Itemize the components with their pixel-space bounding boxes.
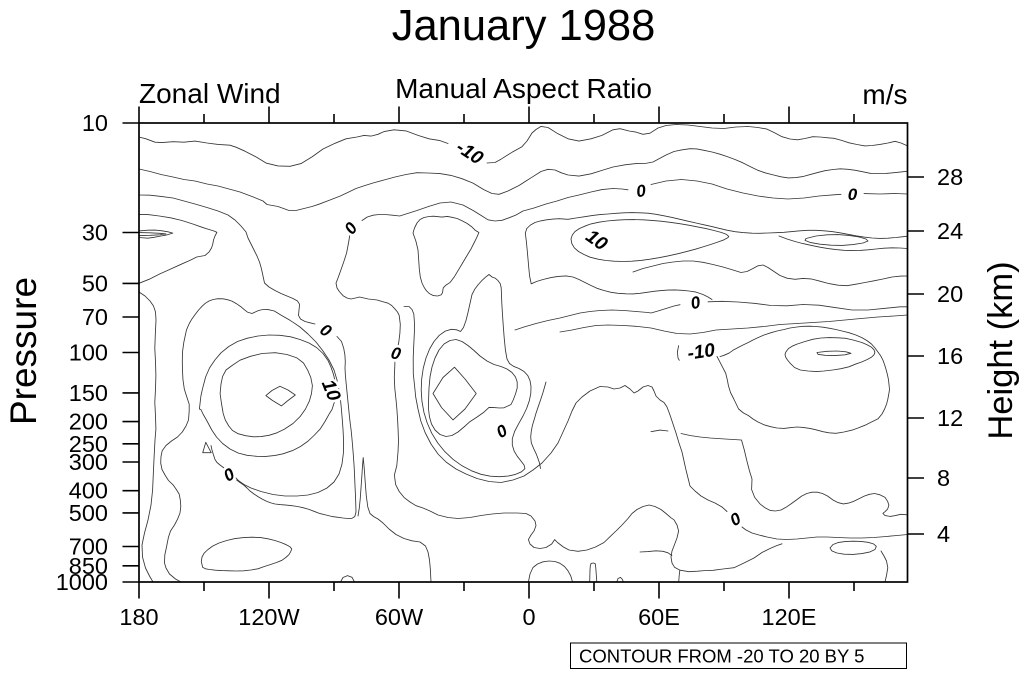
- svg-text:850: 850: [69, 553, 108, 579]
- svg-text:-10: -10: [452, 137, 487, 170]
- svg-text:60W: 60W: [375, 604, 424, 630]
- svg-text:10: 10: [82, 110, 108, 136]
- svg-text:0: 0: [220, 464, 238, 485]
- svg-text:24: 24: [937, 218, 963, 244]
- svg-text:0: 0: [689, 292, 703, 313]
- svg-text:200: 200: [69, 409, 108, 435]
- svg-text:100: 100: [69, 340, 108, 366]
- svg-text:700: 700: [69, 534, 108, 560]
- svg-text:150: 150: [69, 380, 108, 406]
- svg-text:0: 0: [635, 181, 648, 201]
- svg-text:12: 12: [937, 405, 963, 431]
- svg-text:250: 250: [69, 431, 108, 457]
- svg-text:-10: -10: [686, 340, 717, 365]
- svg-text:120W: 120W: [238, 604, 300, 630]
- svg-text:300: 300: [69, 449, 108, 475]
- svg-text:0: 0: [848, 185, 858, 204]
- svg-text:Height (km): Height (km): [982, 261, 1020, 439]
- svg-text:16: 16: [937, 343, 963, 369]
- svg-text:4: 4: [937, 521, 950, 547]
- svg-text:0: 0: [316, 320, 335, 341]
- svg-text:28: 28: [937, 164, 963, 190]
- svg-text:120E: 120E: [762, 604, 817, 630]
- svg-text:1000: 1000: [56, 569, 108, 595]
- svg-text:180: 180: [119, 604, 158, 630]
- svg-text:Pressure: Pressure: [3, 277, 44, 425]
- svg-text:8: 8: [937, 465, 950, 491]
- svg-text:70: 70: [82, 304, 108, 330]
- svg-text:0: 0: [522, 604, 535, 630]
- svg-text:10: 10: [582, 226, 612, 256]
- svg-text:500: 500: [69, 500, 108, 526]
- svg-text:0: 0: [341, 218, 362, 238]
- svg-text:20: 20: [937, 281, 963, 307]
- svg-text:400: 400: [69, 478, 108, 504]
- svg-text:0: 0: [389, 343, 403, 364]
- svg-text:60E: 60E: [638, 604, 680, 630]
- svg-text:30: 30: [82, 220, 108, 246]
- svg-text:CONTOUR FROM -20 TO 20 BY 5: CONTOUR FROM -20 TO 20 BY 5: [579, 646, 864, 667]
- svg-text:50: 50: [82, 270, 108, 296]
- svg-text:0: 0: [493, 421, 511, 442]
